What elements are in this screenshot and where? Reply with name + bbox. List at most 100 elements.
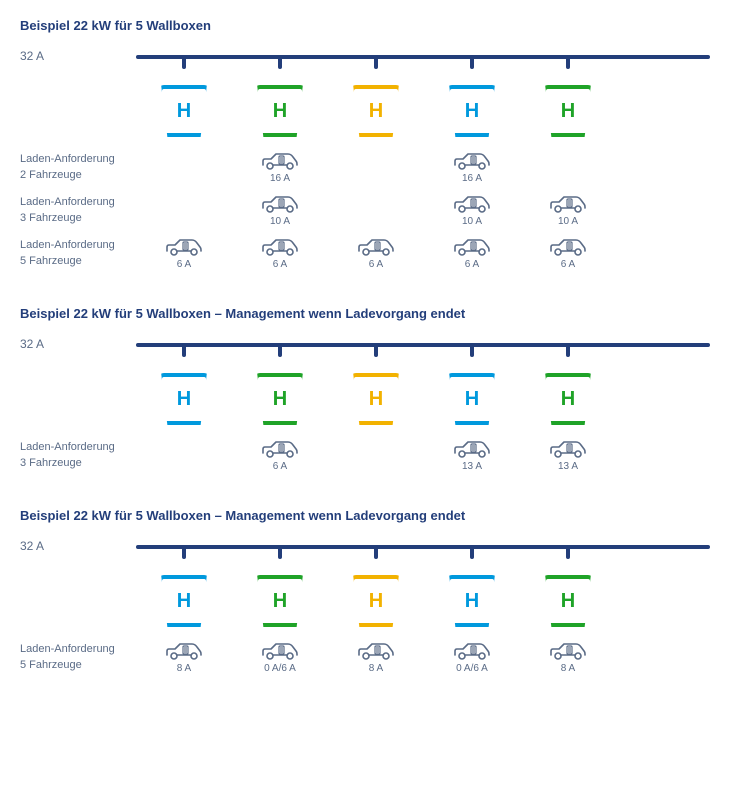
request-label: Laden-Anforderung5 Fahrzeuge (20, 238, 136, 270)
car-amp: 8 A (561, 663, 575, 674)
ev-car-icon (164, 237, 204, 257)
ev-car-icon (452, 151, 492, 171)
ev-car-icon (548, 439, 588, 459)
wallbox-yellow: H (350, 85, 402, 137)
wallbox-letter: H (465, 591, 479, 611)
car-cell: 8 A (164, 641, 204, 674)
wallbox-letter: H (369, 591, 383, 611)
wallbox-letter: H (177, 389, 191, 409)
car-amp: 6 A (177, 259, 191, 270)
ev-car-icon (548, 237, 588, 257)
section-1: Beispiel 22 kW für 5 Wallboxen – Managem… (20, 306, 710, 472)
wallbox-yellow: H (350, 575, 402, 627)
busbar-tick (470, 545, 474, 559)
car-cell: 6 A (260, 237, 300, 270)
wallbox-letter: H (273, 101, 287, 121)
wallbox-row: HHHHH (136, 85, 710, 137)
amp-label: 32 A (20, 49, 44, 63)
wallbox-blue: H (158, 85, 210, 137)
wallbox-letter: H (561, 591, 575, 611)
busbar-tick (182, 343, 186, 357)
car-amp: 0 A/6 A (456, 663, 488, 674)
car-amp: 10 A (462, 216, 482, 227)
car-cell: 6 A (356, 237, 396, 270)
car-cell: 8 A (548, 641, 588, 674)
busbar-tick (374, 55, 378, 69)
busbar-tick (470, 343, 474, 357)
request-row: Laden-Anforderung2 Fahrzeuge 16 A 16 A (20, 151, 710, 184)
wallbox-green: H (254, 373, 306, 425)
wallbox-letter: H (177, 101, 191, 121)
car-cell: 13 A (452, 439, 492, 472)
wallbox-green: H (254, 575, 306, 627)
wallbox-letter: H (561, 389, 575, 409)
wallbox-letter: H (177, 591, 191, 611)
ev-car-icon (260, 237, 300, 257)
amp-label: 32 A (20, 539, 44, 553)
section-title: Beispiel 22 kW für 5 Wallboxen (20, 18, 710, 33)
request-label: Laden-Anforderung5 Fahrzeuge (20, 642, 136, 674)
wallbox-letter: H (273, 591, 287, 611)
busbar-tick (566, 55, 570, 69)
request-label: Laden-Anforderung3 Fahrzeuge (20, 440, 136, 472)
wallbox-green: H (542, 575, 594, 627)
busbar-tick (182, 545, 186, 559)
car-amp: 16 A (270, 173, 290, 184)
busbar-tick (278, 545, 282, 559)
car-amp: 13 A (462, 461, 482, 472)
car-amp: 0 A/6 A (264, 663, 296, 674)
wallbox-blue: H (158, 575, 210, 627)
car-cell: 0 A/6 A (260, 641, 300, 674)
ev-car-icon (452, 194, 492, 214)
ev-car-icon (452, 237, 492, 257)
ev-car-icon (452, 641, 492, 661)
car-amp: 6 A (273, 259, 287, 270)
car-cell: 6 A (260, 439, 300, 472)
wallbox-blue: H (158, 373, 210, 425)
busbar (136, 343, 710, 361)
wallbox-blue: H (446, 575, 498, 627)
car-amp: 8 A (177, 663, 191, 674)
request-row: Laden-Anforderung5 Fahrzeuge 8 A 0 A/6 A (20, 641, 710, 674)
ev-car-icon (164, 641, 204, 661)
request-row: Laden-Anforderung3 Fahrzeuge 6 A 13 A (20, 439, 710, 472)
wallbox-blue: H (446, 85, 498, 137)
wallbox-green: H (254, 85, 306, 137)
car-amp: 8 A (369, 663, 383, 674)
wallbox-letter: H (369, 389, 383, 409)
busbar (136, 55, 710, 73)
busbar (136, 545, 710, 563)
wallbox-blue: H (446, 373, 498, 425)
section-title: Beispiel 22 kW für 5 Wallboxen – Managem… (20, 508, 710, 523)
car-cell: 6 A (548, 237, 588, 270)
busbar-tick (182, 55, 186, 69)
section-2: Beispiel 22 kW für 5 Wallboxen – Managem… (20, 508, 710, 674)
section-title: Beispiel 22 kW für 5 Wallboxen – Managem… (20, 306, 710, 321)
ev-car-icon (260, 641, 300, 661)
car-amp: 16 A (462, 173, 482, 184)
car-amp: 6 A (369, 259, 383, 270)
request-row: Laden-Anforderung3 Fahrzeuge 10 A 10 A (20, 194, 710, 227)
ev-car-icon (260, 439, 300, 459)
car-cell: 16 A (260, 151, 300, 184)
car-amp: 10 A (558, 216, 578, 227)
ev-car-icon (548, 194, 588, 214)
busbar-tick (470, 55, 474, 69)
busbar-tick (374, 545, 378, 559)
ev-car-icon (260, 151, 300, 171)
car-cell: 16 A (452, 151, 492, 184)
request-label: Laden-Anforderung2 Fahrzeuge (20, 152, 136, 184)
amp-label: 32 A (20, 337, 44, 351)
request-label: Laden-Anforderung3 Fahrzeuge (20, 195, 136, 227)
request-row: Laden-Anforderung5 Fahrzeuge 6 A 6 A (20, 237, 710, 270)
car-amp: 13 A (558, 461, 578, 472)
wallbox-letter: H (273, 389, 287, 409)
wallbox-letter: H (465, 101, 479, 121)
car-cell: 8 A (356, 641, 396, 674)
wallbox-row: HHHHH (136, 575, 710, 627)
car-cell: 6 A (164, 237, 204, 270)
busbar-tick (566, 343, 570, 357)
car-cell: 0 A/6 A (452, 641, 492, 674)
wallbox-letter: H (465, 389, 479, 409)
busbar-tick (278, 55, 282, 69)
